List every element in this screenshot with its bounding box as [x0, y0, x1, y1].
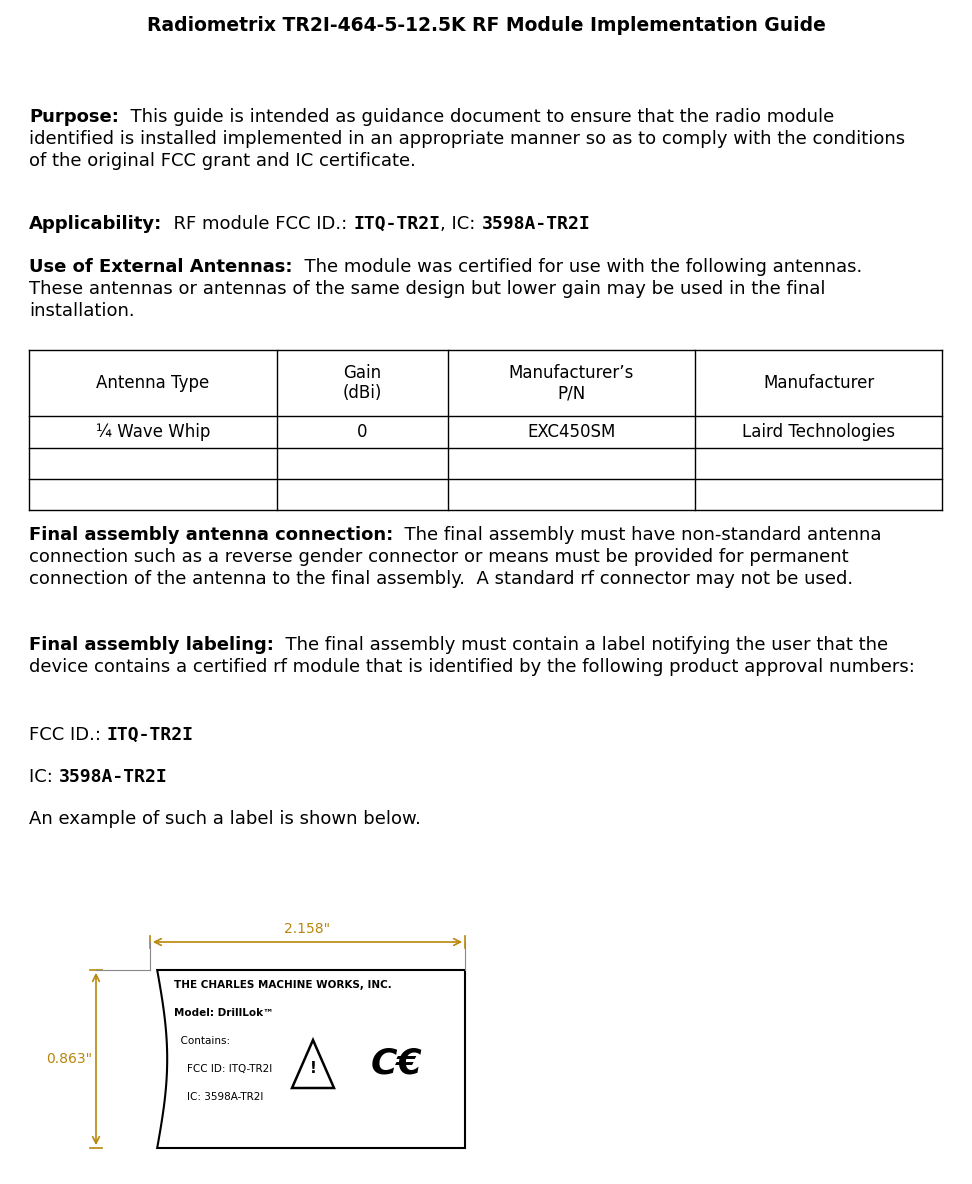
Text: RF module FCC ID.:: RF module FCC ID.:	[162, 215, 353, 233]
Text: The final assembly must have non-standard antenna: The final assembly must have non-standar…	[394, 526, 882, 543]
Text: These antennas or antennas of the same design but lower gain may be used in the : These antennas or antennas of the same d…	[29, 279, 825, 298]
Text: C€: C€	[371, 1047, 423, 1081]
Text: Final assembly antenna connection:: Final assembly antenna connection:	[29, 526, 394, 543]
Text: Manufacturer: Manufacturer	[763, 374, 874, 392]
Text: IC: 3598A-TR2I: IC: 3598A-TR2I	[174, 1092, 263, 1102]
Text: Manufacturer’s
P/N: Manufacturer’s P/N	[508, 363, 634, 403]
Text: FCC ID.:: FCC ID.:	[29, 726, 107, 744]
Text: 2.158": 2.158"	[285, 922, 330, 937]
Text: installation.: installation.	[29, 302, 135, 320]
Text: identified is installed implemented in an appropriate manner so as to comply wit: identified is installed implemented in a…	[29, 130, 905, 148]
Text: EXC450SM: EXC450SM	[528, 423, 615, 440]
Text: 0: 0	[358, 423, 367, 440]
Text: THE CHARLES MACHINE WORKS, INC.: THE CHARLES MACHINE WORKS, INC.	[174, 980, 392, 990]
Text: of the original FCC grant and IC certificate.: of the original FCC grant and IC certifi…	[29, 152, 416, 170]
Text: , IC:: , IC:	[440, 215, 481, 233]
Text: Final assembly labeling:: Final assembly labeling:	[29, 636, 274, 654]
Text: Contains:: Contains:	[174, 1036, 230, 1045]
Text: An example of such a label is shown below.: An example of such a label is shown belo…	[29, 810, 421, 828]
Text: ITQ-TR2I: ITQ-TR2I	[107, 726, 193, 744]
Text: !: !	[309, 1061, 317, 1076]
Text: The module was certified for use with the following antennas.: The module was certified for use with th…	[293, 258, 862, 276]
Text: 3598A-TR2I: 3598A-TR2I	[481, 215, 590, 233]
Text: 0.863": 0.863"	[46, 1053, 92, 1066]
Text: IC:: IC:	[29, 768, 58, 786]
Text: The final assembly must contain a label notifying the user that the: The final assembly must contain a label …	[274, 636, 888, 654]
Text: Antenna Type: Antenna Type	[96, 374, 210, 392]
Text: device contains a certified rf module that is identified by the following produc: device contains a certified rf module th…	[29, 658, 915, 676]
Text: Applicability:: Applicability:	[29, 215, 162, 233]
Text: connection such as a reverse gender connector or means must be provided for perm: connection such as a reverse gender conn…	[29, 548, 849, 566]
Text: FCC ID: ITQ-TR2I: FCC ID: ITQ-TR2I	[174, 1064, 272, 1074]
Text: Gain
(dBi): Gain (dBi)	[343, 363, 382, 403]
Text: ITQ-TR2I: ITQ-TR2I	[353, 215, 440, 233]
Text: Laird Technologies: Laird Technologies	[742, 423, 895, 440]
Text: 3598A-TR2I: 3598A-TR2I	[58, 768, 167, 786]
Text: connection of the antenna to the final assembly.  A standard rf connector may no: connection of the antenna to the final a…	[29, 570, 853, 588]
Text: Use of External Antennas:: Use of External Antennas:	[29, 258, 293, 276]
Text: Purpose:: Purpose:	[29, 108, 119, 126]
Text: ¼ Wave Whip: ¼ Wave Whip	[96, 423, 210, 440]
Text: Radiometrix TR2I-464-5-12.5K RF Module Implementation Guide: Radiometrix TR2I-464-5-12.5K RF Module I…	[147, 17, 825, 36]
Text: Model: DrillLok™: Model: DrillLok™	[174, 1008, 273, 1018]
Text: This guide is intended as guidance document to ensure that the radio module: This guide is intended as guidance docum…	[119, 108, 834, 126]
Polygon shape	[157, 970, 465, 1148]
